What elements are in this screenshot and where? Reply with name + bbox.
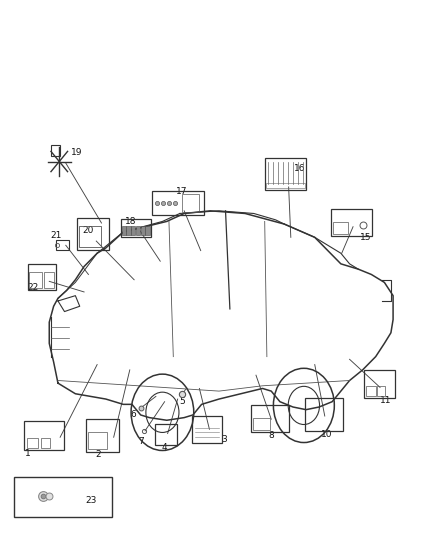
Bar — [29, 272, 42, 288]
Bar — [44, 272, 53, 288]
Bar — [145, 225, 150, 235]
Bar — [77, 217, 109, 249]
Bar — [192, 416, 222, 442]
Bar — [136, 225, 140, 235]
Bar — [27, 438, 38, 448]
Bar — [141, 225, 145, 235]
Text: 20: 20 — [83, 226, 94, 235]
Bar — [305, 398, 343, 431]
Bar — [155, 424, 177, 445]
Bar — [366, 386, 376, 396]
Bar — [266, 183, 305, 188]
Text: 18: 18 — [124, 217, 136, 226]
Text: 22: 22 — [28, 283, 39, 292]
Bar — [253, 418, 270, 430]
Bar — [152, 191, 204, 215]
Text: 8: 8 — [268, 431, 274, 440]
Text: 1: 1 — [25, 449, 30, 458]
Text: 2: 2 — [95, 450, 101, 459]
Bar — [265, 158, 306, 190]
Bar — [333, 222, 348, 233]
Bar — [86, 419, 119, 452]
Bar — [377, 386, 385, 396]
Text: 7: 7 — [139, 437, 145, 446]
Bar — [25, 421, 64, 450]
Text: 11: 11 — [379, 396, 391, 405]
Text: 5: 5 — [180, 397, 185, 406]
Bar — [251, 406, 289, 432]
Bar — [331, 209, 372, 236]
Text: 10: 10 — [321, 430, 333, 439]
Bar — [28, 264, 56, 290]
Bar — [79, 225, 101, 247]
Text: 17: 17 — [176, 187, 188, 196]
Text: 15: 15 — [360, 233, 372, 242]
Text: 4: 4 — [162, 443, 167, 453]
Text: 16: 16 — [294, 164, 305, 173]
Bar — [121, 225, 126, 235]
Bar — [121, 219, 151, 237]
Text: 6: 6 — [131, 410, 137, 419]
Bar — [50, 144, 60, 156]
Text: 23: 23 — [85, 496, 96, 505]
Bar — [364, 370, 395, 398]
Bar — [131, 225, 135, 235]
Text: 19: 19 — [71, 148, 82, 157]
Bar — [14, 477, 113, 517]
Bar — [88, 432, 107, 449]
Bar — [182, 195, 199, 213]
Bar — [41, 438, 50, 448]
Bar — [56, 240, 69, 249]
Text: 21: 21 — [50, 231, 62, 240]
Text: 3: 3 — [221, 435, 227, 445]
Bar — [126, 225, 131, 235]
